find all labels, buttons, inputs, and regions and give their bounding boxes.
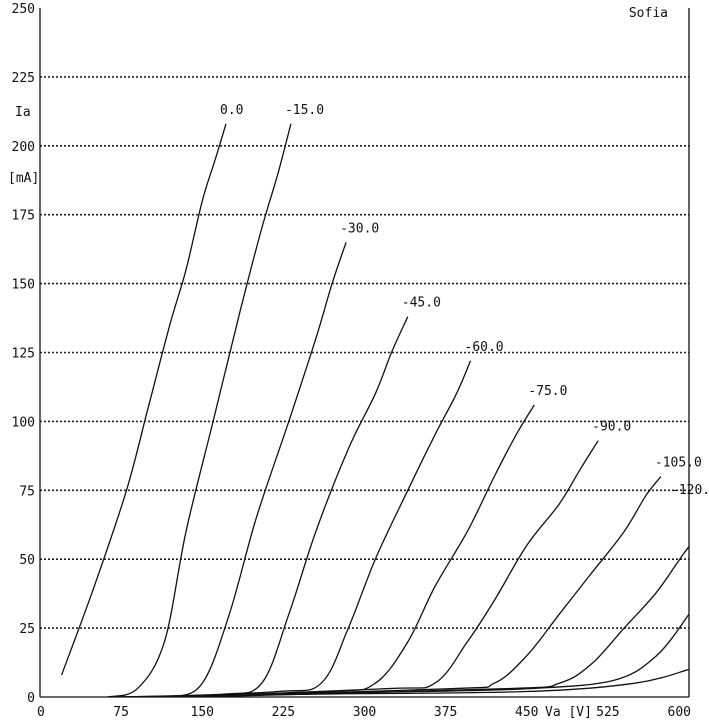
series-line	[148, 360, 472, 697]
x-tick-label: 525	[596, 705, 619, 720]
series-line	[137, 316, 409, 697]
x-tick-label: 75	[113, 705, 129, 720]
y-axis-label-name: Ia	[15, 105, 31, 120]
x-axis-label: Va [V]	[545, 705, 592, 720]
corner-label: Sofia	[629, 6, 668, 21]
y-tick-label: 25	[19, 622, 35, 637]
x-tick-label: 375	[434, 705, 457, 720]
y-tick-label: 0	[27, 691, 35, 706]
series-line	[191, 545, 689, 697]
y-tick-label: 250	[12, 2, 35, 17]
curve-label: -90.0	[592, 420, 631, 435]
y-tick-label: 75	[19, 484, 35, 499]
curve-label: 0.0	[220, 103, 243, 118]
x-tick-label: 300	[353, 705, 376, 720]
y-tick-label: 100	[12, 415, 35, 430]
series-line	[106, 123, 292, 697]
curve-label: -120.0	[671, 483, 709, 498]
x-tick-label: 600	[668, 705, 691, 720]
x-tick-label: 0	[37, 705, 45, 720]
x-tick-label: 225	[272, 705, 295, 720]
y-tick-label: 150	[12, 278, 35, 293]
y-tick-label: 225	[12, 71, 35, 86]
tick-labels: 0 25 50 75 100 125 150 175 200 225 250 0 75 150 225 300…	[12, 2, 691, 720]
curve-label: -30.0	[340, 221, 379, 236]
y-tick-label: 50	[19, 553, 35, 568]
x-tick-label: 450	[515, 705, 538, 720]
series-line	[169, 440, 599, 697]
series-line	[158, 404, 535, 697]
grid-lines	[40, 76, 689, 629]
y-axis-label-unit: [mA]	[8, 171, 39, 186]
curve-label: -75.0	[528, 384, 567, 399]
series-line	[180, 476, 662, 697]
y-tick-label: 175	[12, 209, 35, 224]
x-tick-label: 150	[191, 705, 214, 720]
curve-label: -15.0	[285, 103, 324, 118]
series-line	[60, 123, 227, 676]
curves	[60, 123, 689, 697]
y-tick-label: 125	[12, 347, 35, 362]
curve-label: -45.0	[402, 296, 441, 311]
curve-label: -60.0	[465, 340, 504, 355]
y-tick-label: 200	[12, 140, 35, 155]
curve-label: -105.0	[655, 456, 702, 471]
series-line	[121, 242, 347, 697]
curve-labels: 0.0 -15.0 -30.0 -45.0 -60.0 -75.0 -90.0 -105.0 -…	[220, 103, 709, 498]
